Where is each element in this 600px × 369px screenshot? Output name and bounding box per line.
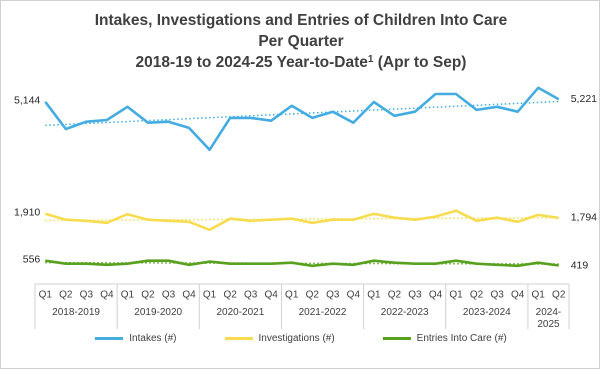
trend-line [45,216,559,222]
legend-label: Investigations (#) [258,333,335,344]
data-label: 556 [23,254,41,266]
x-tick-label: Q4 [265,290,279,301]
x-tick-label: Q2 [223,290,237,301]
data-line [44,209,559,232]
x-tick-label: Q4 [100,290,114,301]
legend-item: Intakes (#) [95,333,177,344]
x-tick-label: Q2 [552,290,566,301]
group-label: 2021-2022 [298,307,347,318]
x-tick-label: Q4 [511,290,525,301]
legend: Intakes (#) Investigations (#) Entries Int… [1,333,600,344]
x-tick-label: Q2 [470,290,484,301]
chart-title: Per Quarter [258,33,343,50]
x-tick-label: Q2 [306,290,320,301]
legend-item: Investigations (#) [224,333,335,344]
x-tick-label: Q3 [326,290,340,301]
group-label: 2022-2023 [380,307,429,318]
legend-swatch [224,337,253,340]
x-tick-label: Q2 [59,290,73,301]
x-tick-label: Q2 [388,290,402,301]
data-label: 419 [571,259,589,271]
x-tick-label: Q3 [80,290,94,301]
group-label: 2023-2024 [462,307,511,318]
x-tick-label: Q4 [429,290,443,301]
trend-line [45,100,559,127]
subtitle-text: (Apr to Sep) [373,54,466,71]
x-tick-label: Q1 [449,290,463,301]
x-tick-label: Q4 [347,290,361,301]
x-tick-label: Q1 [285,290,299,301]
x-tick-label: Q1 [203,290,217,301]
chart-subtitle: 2018-19 to 2024-25 Year-to-Date1 (Apr to… [136,54,467,71]
group-label: 2019-2020 [134,307,183,318]
legend-swatch [95,337,124,340]
data-label: 5,144 [14,95,40,107]
x-tick-label: Q4 [182,290,196,301]
x-tick-label: Q3 [490,290,504,301]
group-label: 2020-2021 [216,307,265,318]
x-tick-label: Q3 [162,290,176,301]
x-tick-label: Q3 [408,290,422,301]
x-tick-label: Q1 [532,290,546,301]
group-label: 2018-2019 [52,307,100,318]
x-tick-label: Q1 [39,290,53,301]
legend-swatch [382,337,411,340]
legend-label: Intakes (#) [129,333,177,344]
legend-label: Entries Into Care (#) [416,333,507,344]
chart-title: Intakes, Investigations and Entries of C… [95,12,508,29]
data-label: 1,910 [14,207,40,219]
footnote-mark: 1 [368,54,374,65]
data-label: 5,221 [571,93,597,105]
legend-item: Entries Into Care (#) [382,333,507,344]
x-tick-label: Q1 [367,290,381,301]
data-label: 1,794 [571,212,597,224]
subtitle-text: 2018-19 to 2024-25 Year-to-Date [136,54,369,71]
x-tick-label: Q1 [121,290,135,301]
group-label: 2024-2025 [535,307,562,330]
x-tick-label: Q3 [244,290,258,301]
data-line [45,259,559,268]
x-tick-label: Q2 [141,290,155,301]
data-line [44,86,560,152]
